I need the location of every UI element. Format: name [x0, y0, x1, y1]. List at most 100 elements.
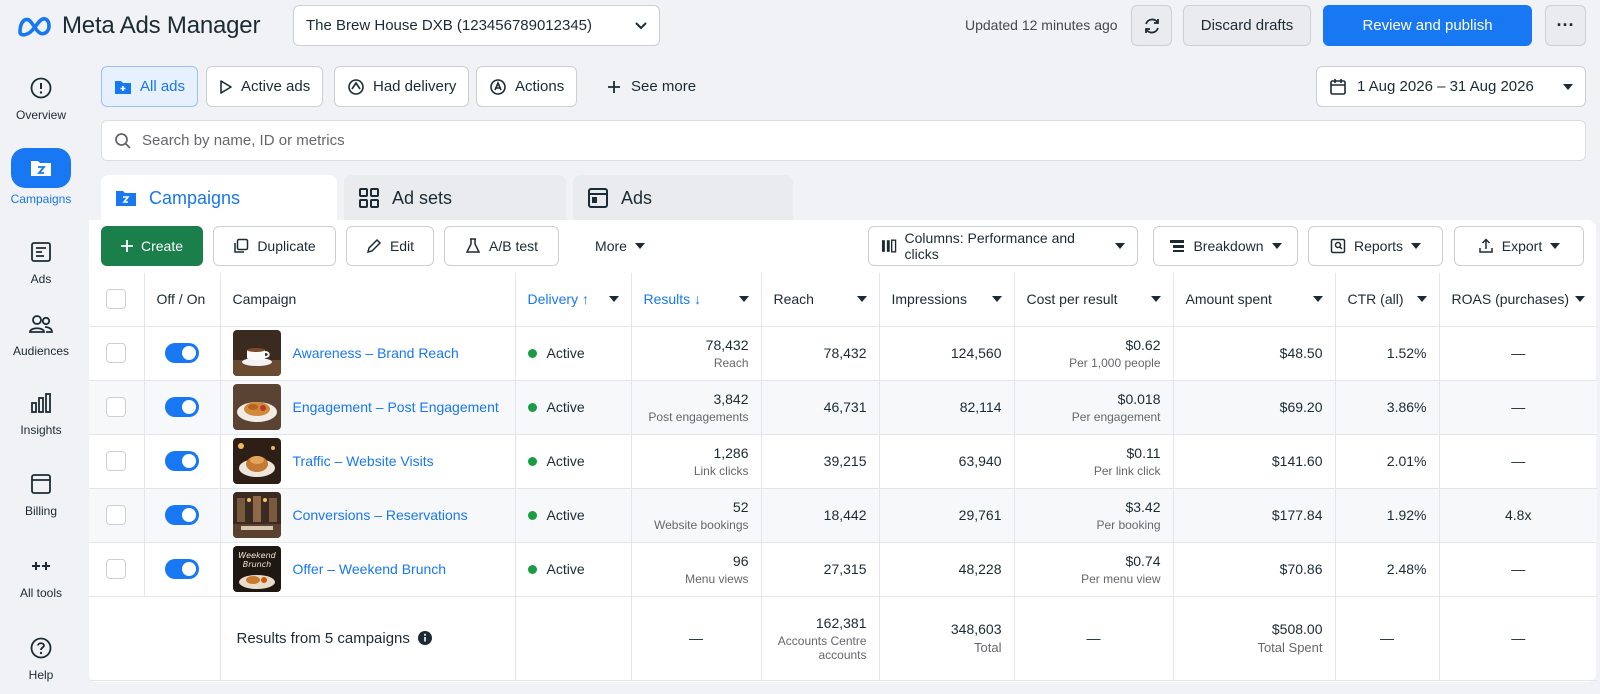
sidebar-item-overview[interactable]: Overview	[0, 72, 82, 122]
header-impressions[interactable]: Impressions	[879, 273, 1015, 327]
sidebar-item-audiences[interactable]: Audiences	[0, 308, 82, 358]
sidebar-item-label: All tools	[19, 586, 63, 600]
campaign-toggle[interactable]	[165, 343, 199, 363]
caret-down-icon	[634, 243, 645, 249]
cost-per-result-type: Per menu view	[1081, 571, 1161, 586]
sidebar-item-insights[interactable]: Insights	[0, 387, 82, 437]
delivery-status: Active	[546, 453, 585, 469]
results-value: 1,286	[713, 444, 749, 461]
see-more-filters[interactable]: See more	[607, 66, 696, 107]
edit-button[interactable]: Edit	[346, 226, 434, 266]
columns-button[interactable]: Columns: Performance and clicks	[868, 226, 1138, 266]
campaign-thumbnail	[232, 384, 281, 430]
header-delivery[interactable]: Delivery ↑	[515, 273, 632, 327]
refresh-button[interactable]	[1131, 5, 1172, 46]
info-circle-icon	[30, 77, 52, 99]
row-checkbox[interactable]	[106, 397, 127, 417]
filter-all-ads[interactable]: All ads	[101, 66, 199, 107]
campaign-name-link[interactable]: Awareness – Brand Reach	[292, 345, 459, 361]
meta-logo-icon	[18, 17, 51, 37]
caret-down-icon[interactable]	[608, 296, 619, 303]
campaign-toggle[interactable]	[165, 505, 199, 525]
table-row[interactable]: Weekend Brunch Offer – Weekend Brunch Act…	[89, 542, 1597, 597]
ab-test-button[interactable]: A/B test	[444, 226, 559, 266]
columns-label: Columns: Performance and clicks	[904, 230, 1075, 262]
row-checkbox[interactable]	[106, 505, 127, 525]
filter-had-delivery[interactable]: Had delivery	[334, 66, 470, 107]
header-roas-label: ROAS (purchases)	[1451, 291, 1569, 308]
header-ctr[interactable]: CTR (all)	[1335, 273, 1440, 327]
campaign-toggle[interactable]	[165, 559, 199, 579]
header-amount-spent[interactable]: Amount spent	[1173, 273, 1336, 327]
campaign-toggle[interactable]	[165, 397, 199, 417]
sidebar-item-help[interactable]: Help	[0, 632, 82, 682]
app-logo[interactable]: Meta Ads Manager	[16, 12, 260, 40]
caret-down-icon[interactable]	[856, 296, 867, 303]
header-cost-per-result[interactable]: Cost per result	[1014, 273, 1174, 327]
campaign-name-link[interactable]: Engagement – Post Engagement	[292, 399, 499, 415]
discard-drafts-button[interactable]: Discard drafts	[1183, 5, 1311, 46]
sidebar-item-label: Audiences	[12, 344, 70, 358]
more-options-button[interactable]: ···	[1545, 5, 1586, 46]
row-checkbox[interactable]	[106, 451, 127, 471]
filter-actions[interactable]: Actions	[476, 66, 578, 107]
filter-active-ads[interactable]: Active ads	[206, 66, 324, 107]
breakdown-icon	[1170, 240, 1185, 252]
reports-button[interactable]: Reports	[1308, 226, 1443, 266]
sidebar-item-ads[interactable]: Ads	[0, 236, 82, 286]
tab-ad-sets[interactable]: Ad sets	[344, 175, 566, 221]
campaign-name-link[interactable]: Traffic – Website Visits	[292, 453, 434, 469]
campaign-name-link[interactable]: Conversions – Reservations	[292, 507, 468, 523]
header-campaign[interactable]: Campaign	[220, 273, 516, 327]
header-results[interactable]: Results ↓	[631, 273, 762, 327]
roas-value: —	[1439, 434, 1597, 489]
review-and-publish-button[interactable]: Review and publish	[1323, 5, 1532, 46]
table-row[interactable]: Traffic – Website Visits Active 1,286 Lin…	[89, 434, 1597, 489]
results-value: 52	[732, 498, 749, 515]
tab-ads[interactable]: Ads	[573, 175, 793, 221]
coffee-cup-image-icon	[232, 330, 281, 376]
export-button[interactable]: Export	[1454, 226, 1584, 266]
account-selector[interactable]: The Brew House DXB (123456789012345)	[293, 5, 660, 46]
search-input[interactable]	[142, 132, 1573, 149]
sidebar-item-billing[interactable]: Billing	[0, 468, 82, 518]
reach-value: 39,215	[761, 434, 880, 489]
caret-down-icon[interactable]	[991, 296, 1002, 303]
campaign-name-link[interactable]: Offer – Weekend Brunch	[292, 561, 447, 577]
caret-down-icon[interactable]	[1312, 296, 1323, 303]
header-roas[interactable]: ROAS (purchases)	[1439, 273, 1597, 327]
row-checkbox[interactable]	[106, 343, 127, 363]
impressions-value: 29,761	[879, 488, 1015, 543]
info-icon[interactable]	[417, 631, 432, 645]
impressions-value: 82,114	[879, 380, 1015, 435]
create-button[interactable]: Create	[101, 226, 203, 266]
reports-label: Reports	[1353, 238, 1404, 254]
tab-campaigns[interactable]: Campaigns	[101, 175, 337, 221]
caret-down-icon[interactable]	[1416, 296, 1427, 303]
row-checkbox[interactable]	[106, 559, 127, 579]
more-actions-button[interactable]: More	[580, 226, 660, 266]
caret-down-icon[interactable]	[1150, 296, 1161, 303]
refresh-icon	[1144, 18, 1159, 33]
cost-per-result-value: $0.74	[1125, 552, 1161, 569]
sidebar-item-campaigns[interactable]: Campaigns	[0, 148, 82, 206]
caret-down-icon	[1563, 83, 1573, 90]
header-reach[interactable]: Reach	[761, 273, 880, 327]
sidebar-item-label: Insights	[20, 423, 62, 437]
table-row[interactable]: Conversions – Reservations Active 52 Webs…	[89, 488, 1597, 543]
table-row[interactable]: Awareness – Brand Reach Active 78,432 Rea…	[89, 326, 1597, 381]
cost-per-result-value: $0.018	[1117, 390, 1161, 407]
select-all-checkbox[interactable]	[106, 289, 127, 310]
campaign-toggle[interactable]	[165, 451, 199, 471]
table-row[interactable]: Engagement – Post Engagement Active 3,84…	[89, 380, 1597, 435]
campaign-thumbnail	[232, 438, 281, 484]
caret-down-icon[interactable]	[1574, 296, 1585, 303]
date-range-picker[interactable]: 1 Aug 2026 – 31 Aug 2026	[1316, 66, 1586, 107]
ctr-value: 2.01%	[1335, 434, 1440, 489]
duplicate-button[interactable]: Duplicate	[213, 226, 336, 266]
status-dot	[527, 564, 537, 574]
caret-down-icon[interactable]	[738, 296, 749, 303]
header-delivery-label: Delivery ↑	[527, 291, 589, 308]
sidebar-item-all-tools[interactable]: All tools	[0, 550, 82, 600]
breakdown-button[interactable]: Breakdown	[1153, 226, 1298, 266]
